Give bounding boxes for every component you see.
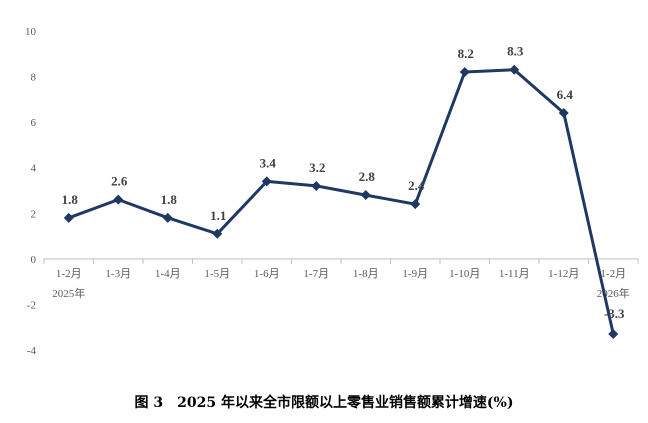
x-tick-label: 1-12月: [548, 268, 579, 280]
data-label: 3.2: [309, 160, 325, 175]
data-point-marker: [311, 180, 322, 191]
y-axis-tick-labels: -4 -2 0 2 4 6 8 10: [25, 26, 37, 357]
data-point-marker: [162, 212, 173, 223]
x-tick-label: 1-7月: [303, 268, 329, 280]
y-tick-label: 2: [31, 208, 37, 220]
x-axis-tick-marks: [43, 258, 639, 264]
data-label: 1.1: [210, 208, 226, 223]
data-labels: 1.8 2.6 1.8 1.1 3.4 3.2 2.8 2.4 8.2 8.3 6.4 -3.3: [62, 44, 625, 321]
data-label: 2.6: [111, 174, 128, 189]
data-point-marker: [410, 199, 421, 210]
data-point-marker: [212, 228, 223, 239]
x-tick-label: 1-10月: [449, 268, 480, 280]
data-label: 2.8: [359, 169, 376, 184]
x-tick-label: 1-3月: [105, 268, 131, 280]
line-chart: -4 -2 0 2 4 6 8 10 1-2月 2025年 1-3月 1-4月 1-5月 1-6月 1-7…: [25, 26, 639, 357]
y-tick-label: 6: [31, 117, 37, 129]
data-point-marker: [261, 176, 272, 187]
y-tick-label: 8: [31, 72, 37, 84]
data-label: 1.8: [161, 192, 178, 207]
x-axis-tick-labels: 1-2月 2025年 1-3月 1-4月 1-5月 1-6月 1-7月 1-8月 1-9月 1-1…: [52, 268, 630, 300]
x-tick-label: 1-2月: [600, 268, 626, 280]
y-tick-label: -4: [27, 345, 37, 357]
data-label: 8.2: [458, 46, 474, 61]
series-markers: [63, 64, 619, 340]
data-label: -3.3: [604, 306, 625, 321]
data-point-marker: [63, 212, 74, 223]
data-point-marker: [509, 64, 520, 75]
x-tick-label: 1-8月: [353, 268, 379, 280]
data-label: 1.8: [62, 192, 79, 207]
x-tick-label: 1-9月: [402, 268, 428, 280]
data-point-marker: [459, 67, 470, 78]
x-tick-label: 1-11月: [499, 268, 530, 280]
data-label: 6.4: [557, 87, 574, 102]
data-label: 2.4: [408, 178, 425, 193]
figure-caption: 图 3 2025 年以来全市限额以上零售业销售额累计增速(%): [134, 395, 514, 411]
x-tick-label: 1-4月: [155, 268, 181, 280]
x-tick-label: 1-6月: [254, 268, 280, 280]
x-tick-label: 1-5月: [204, 268, 230, 280]
y-tick-label: 10: [25, 26, 37, 38]
data-point-marker: [608, 329, 619, 340]
x-tick-sublabel: 2025年: [52, 286, 85, 300]
x-tick-label: 1-2月: [56, 268, 82, 280]
y-tick-label: -2: [27, 299, 36, 311]
data-point-marker: [360, 190, 371, 201]
data-point-marker: [558, 108, 569, 119]
y-tick-label: 0: [31, 254, 37, 266]
data-label: 3.4: [260, 155, 277, 170]
series-line: [68, 68, 615, 335]
data-label: 8.3: [507, 44, 524, 59]
y-tick-label: 4: [31, 163, 37, 175]
data-point-marker: [113, 194, 124, 205]
